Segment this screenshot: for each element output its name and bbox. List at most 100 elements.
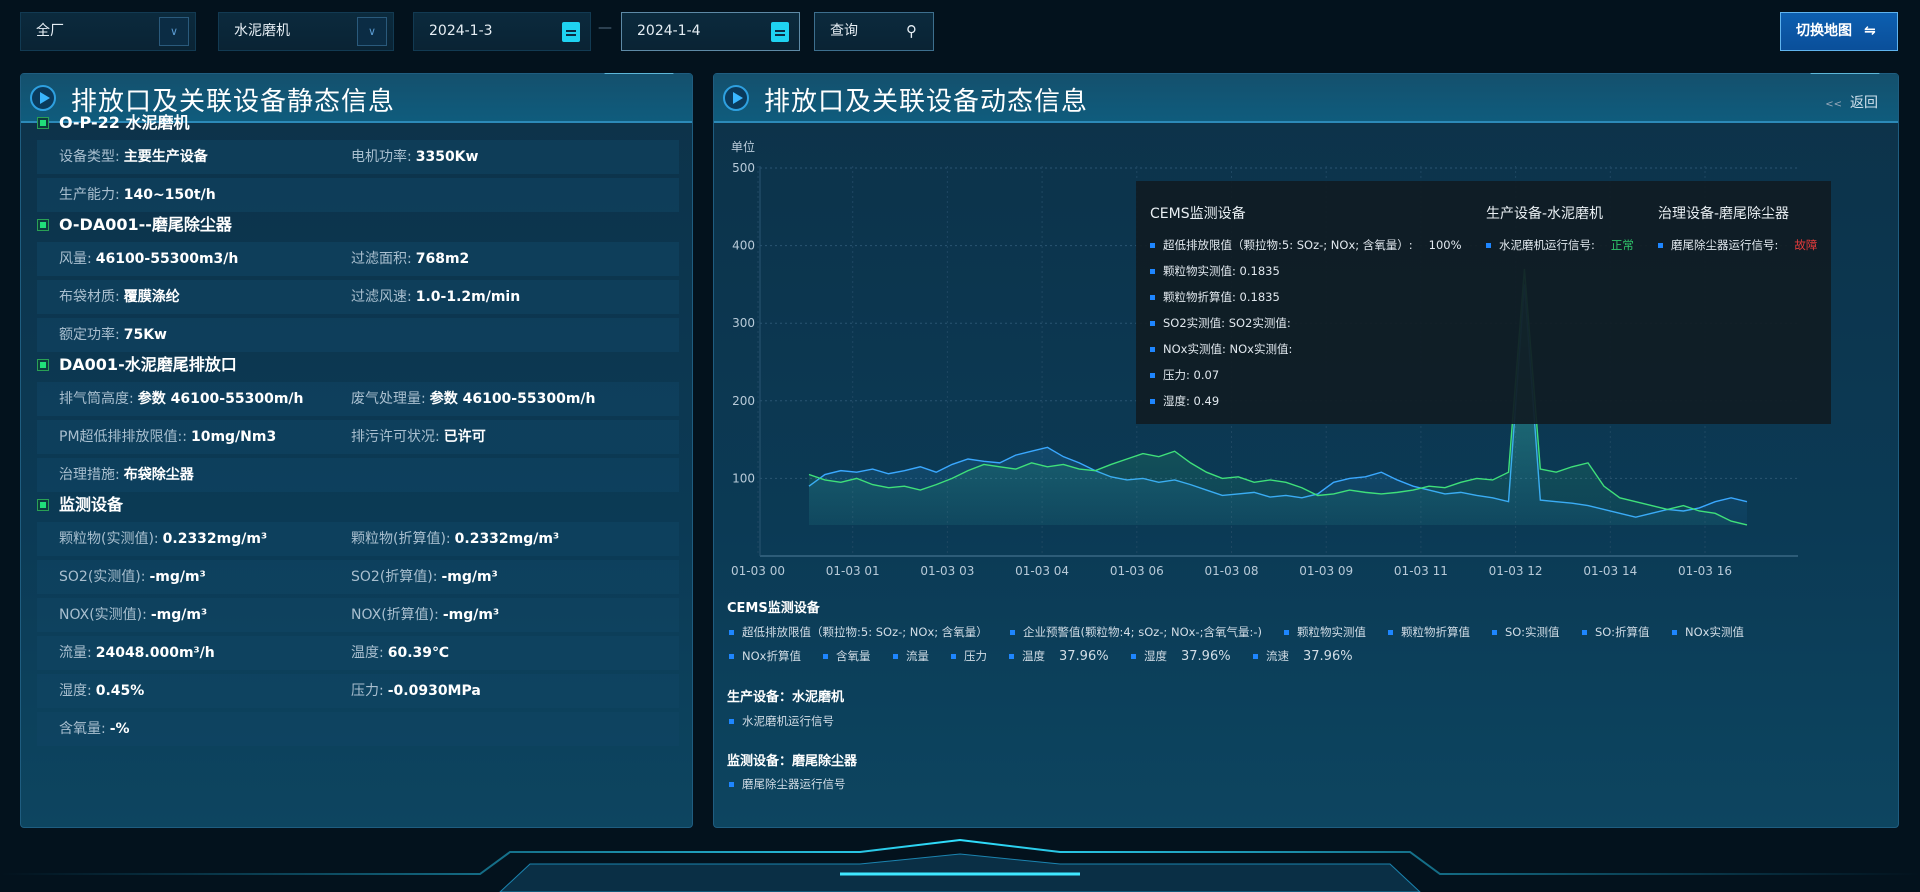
info-field: 布袋材质: 覆膜涤纶 <box>59 280 180 314</box>
tooltip-item: 颗粒物折算值: 0.1835 <box>1150 289 1280 305</box>
tooltip-item-label: 湿度: 0.49 <box>1163 394 1220 408</box>
info-field: 额定功率: 75Kw <box>59 318 167 352</box>
legend-item[interactable]: 温度 37.96% <box>1009 648 1109 664</box>
legend-item-label: 压力 <box>964 649 987 663</box>
legend-item-value: 37.96% <box>1303 649 1353 664</box>
legend-item[interactable]: 磨尾除尘器运行信号 <box>729 776 846 792</box>
tooltip-item-value: 正常 <box>1610 238 1634 252</box>
field-value: 60.39℃ <box>387 645 449 661</box>
tooltip-item: 压力: 0.07 <box>1150 367 1219 383</box>
info-field: 含氧量: -% <box>59 712 130 746</box>
info-field: 流量: 24048.000m³/h <box>59 636 215 670</box>
x-tick-label: 01-03 06 <box>1110 564 1164 578</box>
field-label: 压力: <box>351 683 384 699</box>
chevron-down-icon[interactable]: ∨ <box>357 17 387 46</box>
tooltip-item-label: 超低排放限值（颗拉物:5: SOz-; NOx; 含氧量）: <box>1163 238 1413 252</box>
legend-item[interactable]: 水泥磨机运行信号 <box>729 713 834 729</box>
field-value: 140~150t/h <box>123 187 216 203</box>
field-value: 参数 46100-55300m/h <box>137 391 304 407</box>
legend-marker-icon <box>951 654 956 659</box>
tooltip-item: 超低排放限值（颗拉物:5: SOz-; NOx; 含氧量）: 100% <box>1150 237 1462 253</box>
legend-marker-icon <box>1492 630 1497 635</box>
start-date-input[interactable]: 2024-1-3 <box>413 12 591 51</box>
field-label: NOX(实测值): <box>59 607 147 623</box>
legend-marker-icon <box>729 630 734 635</box>
bullet-icon <box>1150 243 1155 248</box>
field-label: 颗粒物(折算值): <box>351 531 451 547</box>
query-label: 查询 <box>830 23 858 39</box>
legend-marker-icon <box>1010 630 1015 635</box>
tooltip-item: 水泥磨机运行信号: 正常 <box>1486 237 1634 253</box>
field-label: 颗粒物(实测值): <box>59 531 159 547</box>
bullet-icon <box>1150 295 1155 300</box>
panel-header: 排放口及关联设备静态信息 <box>21 74 692 123</box>
calendar-icon[interactable] <box>562 22 580 42</box>
tooltip-group-title: 治理设备-磨尾除尘器 <box>1658 206 1790 222</box>
info-row: 生产能力: 140~150t/h <box>37 178 679 212</box>
legend-marker-icon <box>1582 630 1587 635</box>
bullet-icon <box>1150 321 1155 326</box>
info-field: 电机功率: 3350Kw <box>351 140 478 174</box>
calendar-icon[interactable] <box>771 22 789 42</box>
chevron-down-icon[interactable]: ∨ <box>159 17 189 46</box>
field-label: 设备类型: <box>59 149 120 165</box>
legend-item[interactable]: 流量 <box>893 648 929 664</box>
swap-icon: ⇋ <box>1864 23 1876 39</box>
x-tick-label: 01-03 11 <box>1394 564 1448 578</box>
info-row: 额定功率: 75Kw <box>37 318 679 352</box>
bullet-icon <box>1486 243 1491 248</box>
device-select[interactable]: 水泥磨机 ∨ <box>218 12 394 51</box>
field-label: 过滤风速: <box>351 289 412 305</box>
field-value: 768m2 <box>415 251 470 267</box>
x-tick-label: 01-03 14 <box>1583 564 1637 578</box>
tooltip-item: 颗粒物实测值: 0.1835 <box>1150 263 1280 279</box>
tooltip-item-label: 颗粒物实测值: 0.1835 <box>1163 264 1280 278</box>
legend-item[interactable]: NOx实测值 <box>1672 624 1744 640</box>
info-row: PM超低排排放限值:: 10mg/Nm3 排污许可状况: 已许可 <box>37 420 679 454</box>
date-separator: — <box>598 20 612 36</box>
legend-item[interactable]: NOx折算值 <box>729 648 801 664</box>
legend-item[interactable]: SO:实测值 <box>1492 624 1560 640</box>
legend-item-label: 流量 <box>906 649 929 663</box>
plant-select[interactable]: 全厂 ∨ <box>20 12 196 51</box>
field-value: 0.2332mg/m³ <box>162 531 268 547</box>
legend-item[interactable]: SO:折算值 <box>1582 624 1650 640</box>
switch-map-label: 切换地图 <box>1796 23 1852 39</box>
bullet-icon <box>1150 269 1155 274</box>
legend-item[interactable]: 流速 37.96% <box>1253 648 1353 664</box>
field-value: 3350Kw <box>415 149 479 165</box>
field-value: -% <box>109 721 130 737</box>
query-button[interactable]: 查询 ⚲ <box>814 12 934 51</box>
legend-item[interactable]: 湿度 37.96% <box>1131 648 1231 664</box>
info-field: 设备类型: 主要生产设备 <box>59 140 208 174</box>
static-info-panel: 排放口及关联设备静态信息 O-P-22 水泥磨机 设备类型: 主要生产设备 电机功率:… <box>20 73 693 828</box>
legend-marker-icon <box>893 654 898 659</box>
x-tick-label: 01-03 12 <box>1489 564 1543 578</box>
tooltip-group-title: 生产设备-水泥磨机 <box>1486 206 1604 222</box>
back-button[interactable]: << 返回 <box>1825 92 1878 112</box>
end-date-input[interactable]: 2024-1-4 <box>621 12 800 51</box>
field-label: 布袋材质: <box>59 289 120 305</box>
legend-item[interactable]: 超低排放限值（颗拉物:5: SOz-; NOx; 含氧量） <box>729 624 988 640</box>
section-title: O-DA001--磨尾除尘器 <box>37 212 232 238</box>
legend-item[interactable]: 颗粒物折算值 <box>1388 624 1470 640</box>
back-label: 返回 <box>1850 95 1878 111</box>
field-label: NOX(折算值): <box>351 607 439 623</box>
legend-item[interactable]: 颗粒物实测值 <box>1284 624 1366 640</box>
panel-title: 排放口及关联设备静态信息 <box>71 87 396 117</box>
field-label: 废气处理量: <box>351 391 426 407</box>
tooltip-item-label: 压力: 0.07 <box>1163 368 1220 382</box>
legend-group-title: 监测设备：磨尾除尘器 <box>727 754 858 769</box>
x-tick-label: 01-03 01 <box>826 564 880 578</box>
legend-marker-icon <box>1009 654 1014 659</box>
legend-item[interactable]: 企业预警值(颗粒物:4; sOz-; NOx-;含氧气量:-) <box>1010 624 1262 640</box>
panel-title: 排放口及关联设备动态信息 <box>764 87 1089 117</box>
field-value: 1.0-1.2m/min <box>415 289 521 305</box>
info-row: SO2(实测值): -mg/m³ SO2(折算值): -mg/m³ <box>37 560 679 594</box>
legend-item[interactable]: 含氧量 <box>823 648 871 664</box>
info-field: 过滤风速: 1.0-1.2m/min <box>351 280 520 314</box>
info-field: NOX(折算值): -mg/m³ <box>351 598 499 632</box>
switch-map-button[interactable]: 切换地图 ⇋ <box>1780 12 1898 51</box>
legend-item[interactable]: 压力 <box>951 648 987 664</box>
